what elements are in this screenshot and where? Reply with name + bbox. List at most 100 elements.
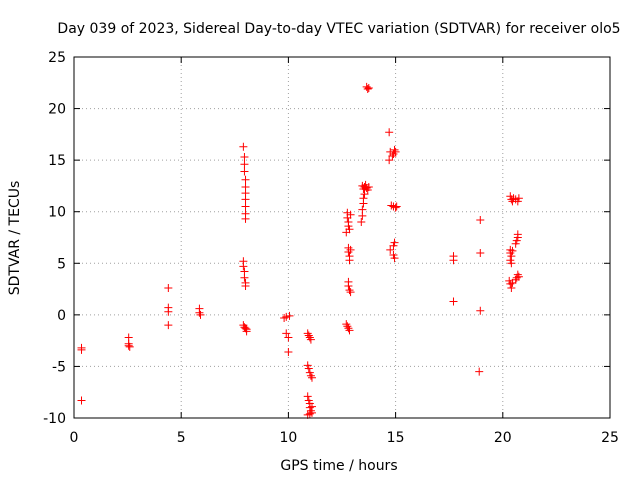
data-point <box>509 194 518 203</box>
data-point <box>392 202 401 211</box>
data-point <box>506 279 515 288</box>
data-point <box>359 185 368 194</box>
data-point <box>346 245 355 254</box>
data-point <box>164 307 173 316</box>
data-point <box>364 83 373 92</box>
data-point <box>476 248 485 257</box>
x-axis-label: GPS time / hours <box>280 458 397 474</box>
data-point <box>164 321 173 330</box>
data-point <box>363 84 372 93</box>
data-point <box>476 215 485 224</box>
data-point <box>304 364 313 373</box>
y-tick-label: 10 <box>48 205 66 221</box>
grid <box>74 57 610 418</box>
data-point <box>385 128 394 137</box>
data-point <box>303 392 312 401</box>
data-point <box>362 183 371 192</box>
x-tick-label: 10 <box>279 430 297 446</box>
y-tick-label: 25 <box>48 50 66 66</box>
data-point <box>344 247 353 256</box>
data-point <box>386 245 395 254</box>
data-point <box>514 272 523 281</box>
data-point <box>241 202 250 211</box>
data-point <box>240 323 249 332</box>
data-point <box>364 182 373 191</box>
y-tick-label: 15 <box>48 153 66 169</box>
data-point <box>239 142 248 151</box>
data-point <box>344 281 353 290</box>
data-point <box>307 408 316 417</box>
data-point <box>385 156 394 165</box>
data-point <box>124 341 133 350</box>
y-axis-label: SDTVAR / TECUs <box>7 181 23 296</box>
data-point <box>241 175 250 184</box>
data-point <box>388 152 397 161</box>
data-point <box>390 254 399 263</box>
data-point <box>346 210 355 219</box>
data-point <box>511 195 520 204</box>
data-point <box>389 149 398 158</box>
data-point <box>508 246 517 255</box>
data-point <box>476 306 485 315</box>
data-series <box>77 82 523 419</box>
data-point <box>241 281 250 290</box>
x-tick-label: 25 <box>601 430 619 446</box>
data-point <box>391 147 400 156</box>
data-point <box>305 409 314 418</box>
data-point <box>305 333 314 342</box>
data-point <box>449 256 458 265</box>
data-point <box>358 211 367 220</box>
data-point <box>511 239 520 248</box>
y-tick-label: 0 <box>57 308 66 324</box>
y-tick-label: 20 <box>48 102 66 118</box>
data-point <box>284 347 293 356</box>
data-point <box>391 203 400 212</box>
data-point <box>280 313 289 322</box>
data-point <box>345 326 354 335</box>
data-point <box>449 297 458 306</box>
data-point <box>285 311 294 320</box>
data-point <box>345 256 354 265</box>
data-point <box>242 327 251 336</box>
y-tick-label: 5 <box>57 256 66 272</box>
data-point <box>362 82 371 91</box>
y-tick-label: -10 <box>43 411 66 427</box>
data-point <box>512 273 521 282</box>
data-point <box>239 262 248 271</box>
x-tick-label: 20 <box>494 430 512 446</box>
data-point <box>507 252 516 261</box>
data-point <box>196 310 205 319</box>
data-point <box>359 199 368 208</box>
data-point <box>240 160 249 169</box>
data-point <box>342 228 351 237</box>
data-point <box>507 259 516 268</box>
data-point <box>390 145 399 154</box>
data-point <box>284 333 293 342</box>
data-point <box>282 329 291 338</box>
data-point <box>306 335 315 344</box>
data-point <box>77 396 86 405</box>
data-point <box>507 284 516 293</box>
data-point <box>241 195 250 204</box>
data-point <box>304 331 313 340</box>
data-point <box>241 214 250 223</box>
data-point <box>390 238 399 247</box>
data-point <box>346 288 355 297</box>
data-point <box>77 345 86 354</box>
data-point <box>475 367 484 376</box>
data-point <box>387 201 396 210</box>
chart-title: Day 039 of 2023, Sidereal Day-to-day VTE… <box>57 21 620 37</box>
data-point <box>357 218 366 227</box>
data-point <box>282 312 291 321</box>
data-point <box>345 286 354 295</box>
data-point <box>195 308 204 317</box>
x-tick-label: 0 <box>70 430 79 446</box>
x-tick-label: 15 <box>387 430 405 446</box>
data-point <box>240 153 249 162</box>
data-point <box>307 373 316 382</box>
data-point <box>360 190 369 199</box>
data-point <box>164 284 173 293</box>
x-tick-label: 5 <box>177 430 186 446</box>
y-tick-label: -5 <box>52 359 66 375</box>
data-point <box>240 167 249 176</box>
